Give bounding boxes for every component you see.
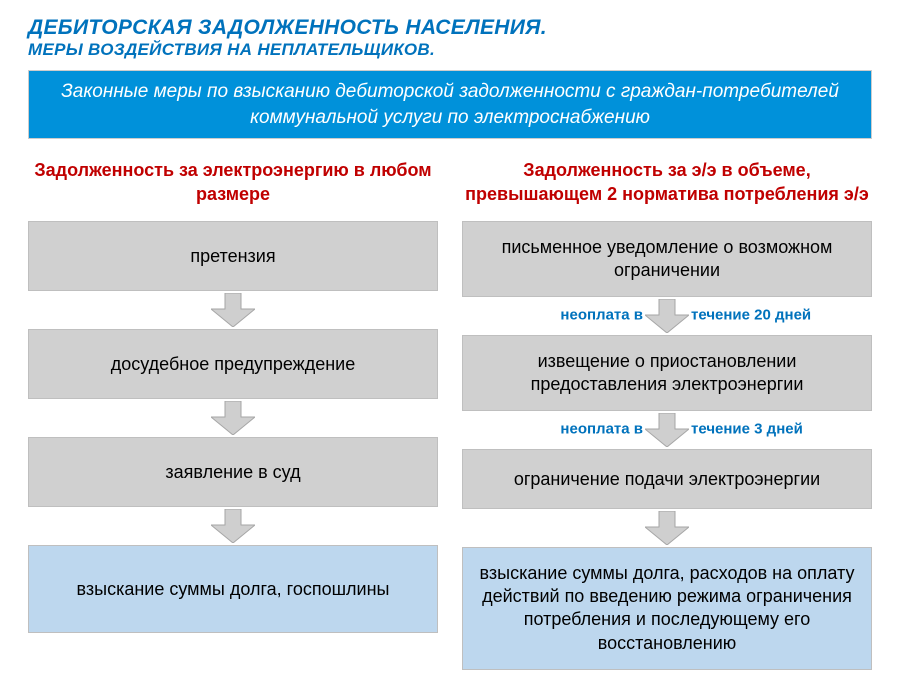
flow-step: ограничение подачи электроэнергии	[462, 449, 872, 509]
page-title-main: ДЕБИТОРСКАЯ ЗАДОЛЖЕННОСТЬ НАСЕЛЕНИЯ.	[28, 16, 872, 40]
flow-step: взыскание суммы долга, госпошлины	[28, 545, 438, 633]
arrow-down-icon	[645, 511, 689, 545]
arrow-down-icon	[645, 299, 689, 333]
page-title-sub: МЕРЫ ВОЗДЕЙСТВИЯ НА НЕПЛАТЕЛЬЩИКОВ.	[28, 40, 872, 60]
flow-arrow	[462, 511, 872, 545]
flow-step: досудебное предупреждение	[28, 329, 438, 399]
flow-step: заявление в суд	[28, 437, 438, 507]
arrow-down-icon	[211, 293, 255, 327]
flow-columns: Задолженность за электроэнергию в любом …	[28, 145, 872, 669]
flow-arrow: неоплата в течение 3 дней	[462, 413, 872, 447]
column-right-header: Задолженность за э/э в объеме, превышающ…	[462, 145, 872, 219]
column-left: Задолженность за электроэнергию в любом …	[28, 145, 438, 669]
arrow-label-left: неоплата в	[560, 421, 643, 438]
column-right: Задолженность за э/э в объеме, превышающ…	[462, 145, 872, 669]
banner: Законные меры по взысканию дебиторской з…	[28, 70, 872, 139]
arrow-label-right: течение 20 дней	[691, 307, 811, 324]
arrow-down-icon	[211, 509, 255, 543]
flow-arrow: неоплата в течение 20 дней	[462, 299, 872, 333]
flow-arrow	[28, 509, 438, 543]
arrow-label-left: неоплата в	[560, 307, 643, 324]
arrow-down-icon	[645, 413, 689, 447]
flow-step: извещение о приостановлении предоставлен…	[462, 335, 872, 411]
flow-arrow	[28, 401, 438, 435]
arrow-down-icon	[211, 401, 255, 435]
flow-arrow	[28, 293, 438, 327]
flow-step: взыскание суммы долга, расходов на оплат…	[462, 547, 872, 669]
flow-step: письменное уведомление о возможном огран…	[462, 221, 872, 297]
arrow-label-right: течение 3 дней	[691, 421, 803, 438]
column-left-header: Задолженность за электроэнергию в любом …	[28, 145, 438, 219]
flow-step: претензия	[28, 221, 438, 291]
